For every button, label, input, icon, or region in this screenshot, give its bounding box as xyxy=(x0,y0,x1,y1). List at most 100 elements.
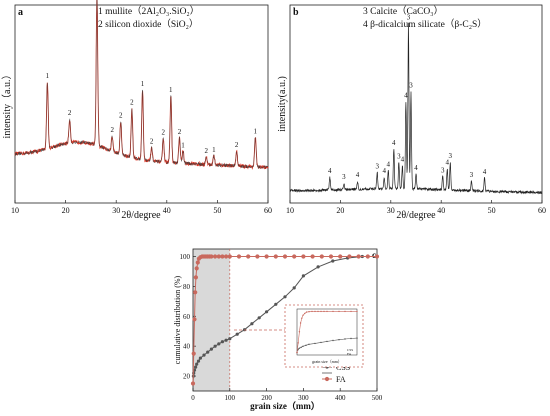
series-css-point xyxy=(220,340,224,344)
panel-a-xtick-label: 20 xyxy=(62,206,70,215)
series-css-point xyxy=(265,310,269,314)
series-fa-point xyxy=(365,254,370,259)
series-fa-point xyxy=(246,254,251,259)
panel-a-peak-label: 2 xyxy=(68,109,72,117)
panel-b-legend-1: 3 Calcite（CaCO₃） xyxy=(363,5,443,17)
series-css-point xyxy=(196,359,201,363)
series-fa-point xyxy=(193,290,198,295)
panel-b-xtick-label: 10 xyxy=(286,206,294,215)
panel-c-inset: grain size（mm） CSS FA xyxy=(284,304,364,368)
legend-fa: FA xyxy=(336,375,346,384)
panel-c-ylabel: cumulative distribution (%) xyxy=(173,275,182,364)
series-fa-point xyxy=(236,254,242,259)
panel-b: b 3 Calcite（CaCO₃） 4 β-dicalcium silicat… xyxy=(277,4,546,221)
series-css-point xyxy=(331,259,335,263)
panel-b-ylabel: intensity(a.u.) xyxy=(277,76,288,132)
inset-css-point xyxy=(298,347,301,349)
panel-c-xtick-label: 400 xyxy=(335,394,346,402)
inset-fa-point xyxy=(299,322,302,324)
panel-b-xtick-label: 30 xyxy=(387,206,395,215)
panel-c-ytick-label: 20 xyxy=(183,373,191,381)
inset-fa-point xyxy=(311,310,313,313)
inset-css-point xyxy=(302,345,304,347)
series-fa-point xyxy=(192,317,197,322)
panel-b-peak-label: 4 xyxy=(392,139,396,147)
panel-a-label: a xyxy=(18,7,23,18)
panel-b-xlabel: 2θ/degree xyxy=(396,210,436,221)
series-fa-point xyxy=(301,254,306,259)
inset-fa-point xyxy=(323,310,325,313)
series-css-point xyxy=(250,322,254,326)
panel-b-peak-label: 4 xyxy=(387,161,391,169)
series-fa-point xyxy=(319,254,324,259)
inset-fa-point xyxy=(297,342,299,344)
inset-frame xyxy=(284,304,364,368)
inset-fa-point xyxy=(308,311,310,313)
panel-a-peak-label: 1 xyxy=(46,72,50,80)
panel-c-xtick-label: 300 xyxy=(298,394,309,402)
panel-a-legend-1: 1 mullite（2Al₂O₃.SiO₂） xyxy=(98,5,199,17)
panel-a-peak-label: 1 xyxy=(181,141,185,149)
panel-b-peak-label: 4 xyxy=(328,167,332,175)
panel-a-peak-label: 2 xyxy=(150,138,154,146)
panel-a-xtick-label: 50 xyxy=(213,206,221,215)
inset-xlabel: grain size（mm） xyxy=(312,359,342,364)
panel-b-peak-label: 3 xyxy=(375,162,379,170)
panel-b-peak-label: 4 xyxy=(445,158,449,166)
inset-fa-point xyxy=(302,314,304,316)
panel-a-peak-label: 2 xyxy=(178,128,182,136)
panel-c-xtick-label: 500 xyxy=(372,394,383,402)
panel-c-label: c xyxy=(372,250,376,260)
panel-c-ytick-label: 100 xyxy=(180,253,191,261)
panel-b-peak-label: 4 xyxy=(414,164,418,172)
series-fa-point xyxy=(292,254,297,259)
inset-legend-css: CSS xyxy=(347,348,353,352)
legend-fa-marker xyxy=(324,376,330,382)
panel-c-xtick-label: 0 xyxy=(191,394,195,402)
panel-a-series-dark xyxy=(14,0,269,170)
panel-b-frame xyxy=(289,4,543,204)
series-fa-point xyxy=(213,254,218,259)
series-fa-point xyxy=(191,351,196,356)
series-fa-point xyxy=(220,254,225,259)
panel-b-xtick-label: 20 xyxy=(336,206,344,215)
series-css-point xyxy=(206,350,210,354)
inset-fa-point xyxy=(317,310,319,313)
panel-a-xtick-label: 40 xyxy=(163,206,171,215)
panel-b-peak-label: 4 xyxy=(401,156,405,164)
panel-a-xtick-label: 30 xyxy=(112,206,120,215)
inset-css-point xyxy=(338,339,340,341)
panel-a-peak-label: 1 xyxy=(254,127,258,135)
series-fa-point xyxy=(227,254,232,259)
inset-css-point xyxy=(332,339,334,342)
panel-a-xtick-label: 10 xyxy=(11,206,19,215)
inset-fa-point xyxy=(305,311,308,313)
series-fa-point xyxy=(374,254,380,259)
panel-a-xlabel: 2θ/degree xyxy=(121,210,161,221)
series-fa-point xyxy=(264,254,269,259)
inset-css-point xyxy=(326,340,328,343)
panel-b-peak-label: 4 xyxy=(356,171,360,179)
inset-fa-point xyxy=(301,317,303,319)
panel-b-peak-label: 3 xyxy=(449,152,453,160)
inset-css-point xyxy=(297,348,299,350)
inset-fa-point xyxy=(320,310,322,313)
inset-css-point xyxy=(300,346,302,348)
panel-b-peak-label: 3 xyxy=(407,14,411,22)
series-fa-point xyxy=(338,254,343,259)
panel-a-peak-label: 2 xyxy=(205,147,209,155)
panel-a-frame xyxy=(14,4,269,204)
inset-legend-fa: FA xyxy=(347,352,352,356)
series-css-point xyxy=(228,337,232,341)
panel-a-peak-label: 2 xyxy=(119,112,123,120)
series-fa-point xyxy=(195,260,200,265)
inset-css-point xyxy=(320,341,322,344)
inset-css-point xyxy=(314,342,316,345)
panel-b-peak-label: 4 xyxy=(404,91,408,99)
series-css-point xyxy=(213,344,217,348)
panel-b-xtick-label: 60 xyxy=(538,206,546,215)
series-css-point xyxy=(283,295,287,299)
panel-b-xtick-label: 40 xyxy=(437,206,445,215)
panel-b-peak-label: 4 xyxy=(382,167,386,175)
panel-a: a 1 mullite（2Al₂O₃.SiO₂） 2 silicon dioxi… xyxy=(1,0,272,221)
